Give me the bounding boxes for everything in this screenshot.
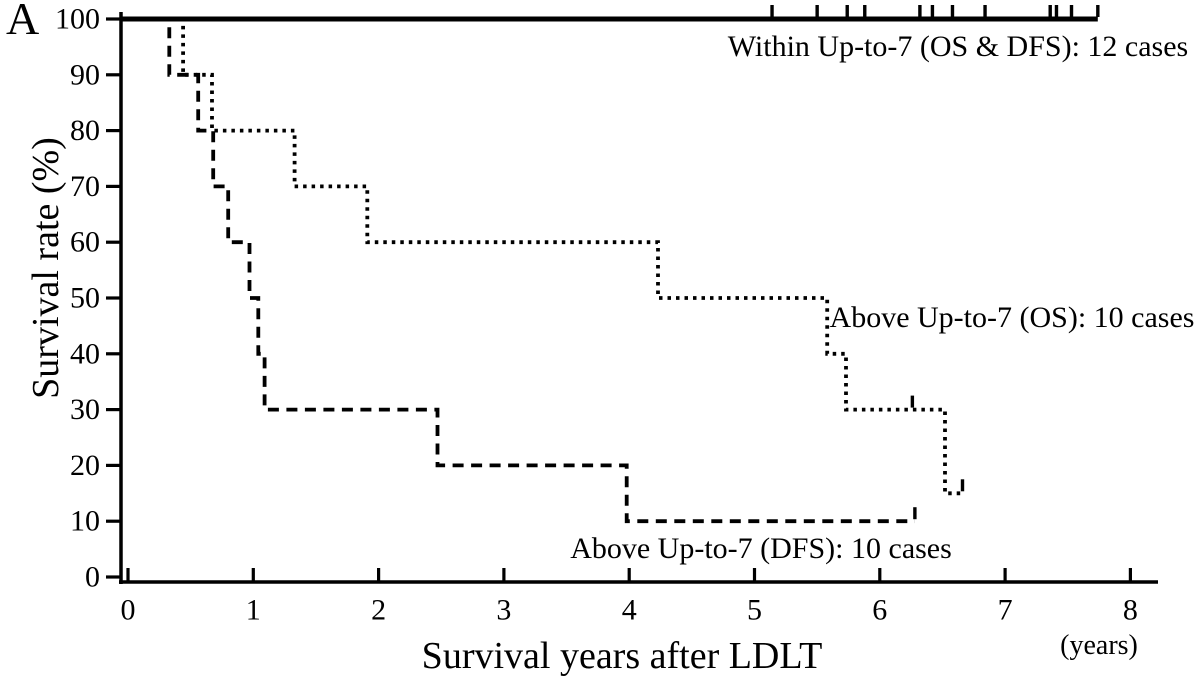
y-tick-label: 60 (70, 226, 100, 259)
x-tick-label: 3 (496, 594, 511, 627)
y-tick-label: 80 (70, 114, 100, 147)
panel-label: A (6, 0, 40, 44)
x-tick-label: 7 (998, 594, 1013, 627)
curve-label-above-up-to-7-dfs: Above Up-to-7 (DFS): 10 cases (570, 532, 952, 565)
y-tick-label: 40 (70, 337, 100, 370)
survival-curve-above-up-to-7-os (122, 17, 963, 496)
x-tick-label: 5 (747, 594, 762, 627)
x-axis-title: Survival years after LDLT (421, 635, 823, 677)
survival-curve-above-up-to-7-dfs (122, 17, 915, 524)
x-tick-label: 6 (872, 594, 887, 627)
y-tick-label: 100 (55, 3, 100, 36)
y-tick-label: 30 (70, 393, 100, 426)
x-tick-label: 4 (622, 594, 637, 627)
y-tick-label: 0 (85, 561, 100, 594)
y-tick-label: 90 (70, 58, 100, 91)
x-tick-label: 1 (246, 594, 261, 627)
y-tick-label: 70 (70, 170, 100, 203)
y-tick-label: 20 (70, 449, 100, 482)
x-tick-label: 0 (121, 594, 136, 627)
y-tick-label: 10 (70, 505, 100, 538)
y-tick-label: 50 (70, 282, 100, 315)
curve-label-above-up-to-7-os: Above Up-to-7 (OS): 10 cases (829, 301, 1195, 334)
curve-label-within-up-to-7: Within Up-to-7 (OS & DFS): 12 cases (727, 30, 1189, 63)
x-axis-unit-label: (years) (1060, 630, 1138, 661)
x-tick-label: 8 (1123, 594, 1138, 627)
x-tick-label: 2 (371, 594, 386, 627)
y-axis-title: Survival rate (%) (25, 137, 67, 399)
